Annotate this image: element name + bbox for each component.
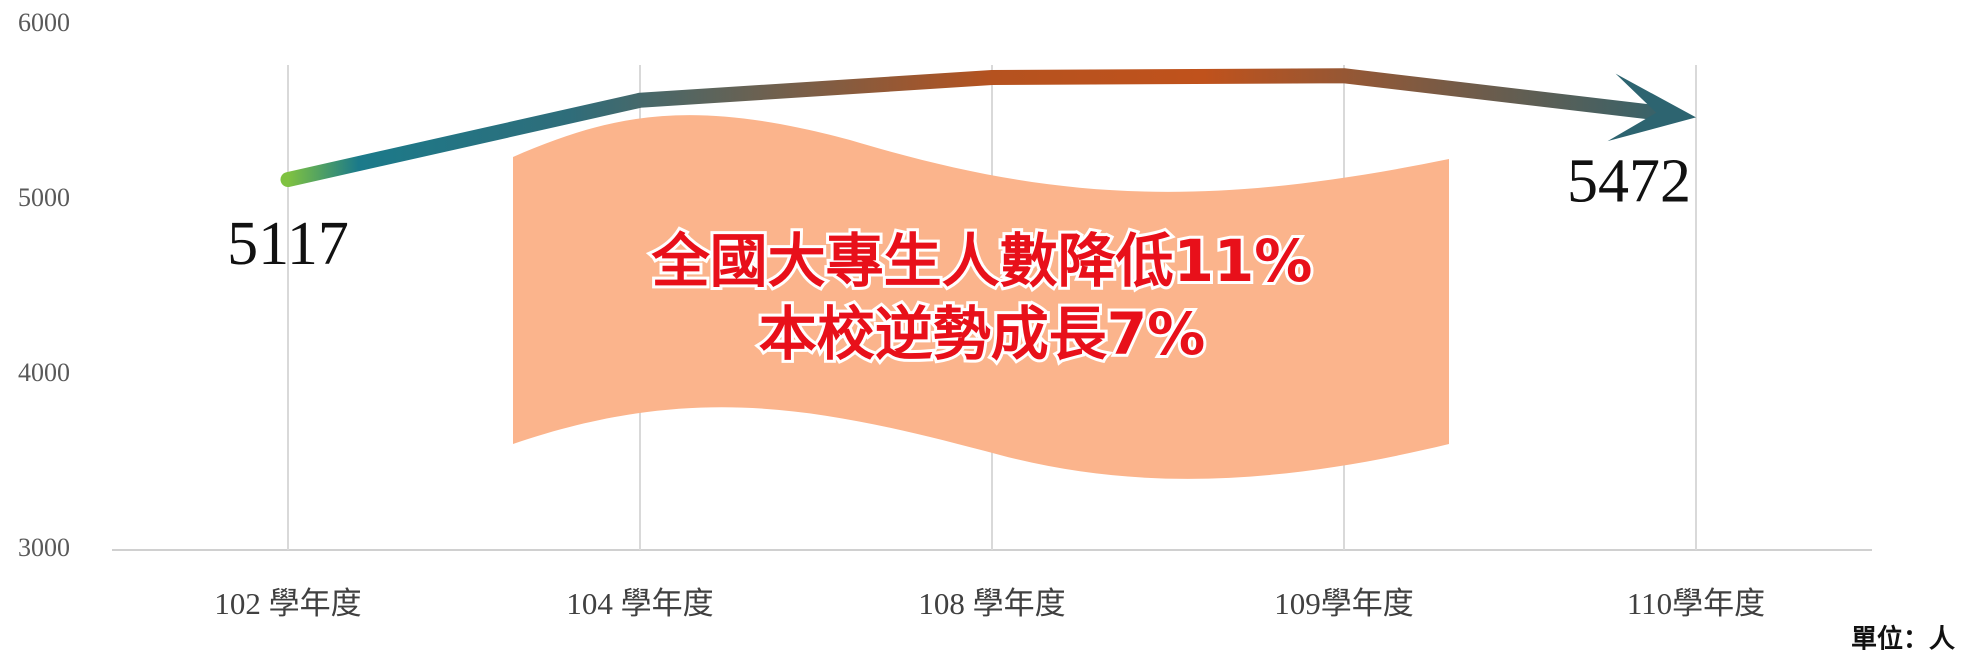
annotation: 本校逆勢成長7% xyxy=(759,300,1205,368)
y-tick-label: 4000 xyxy=(18,358,70,387)
line xyxy=(280,68,1664,188)
x-tick-label: 104 學年度 xyxy=(566,586,713,621)
y-tick-label: 5000 xyxy=(18,183,70,212)
data-label: 5472 xyxy=(1567,148,1691,216)
banner xyxy=(513,115,1449,479)
x-tick-label: 109學年度 xyxy=(1274,586,1414,621)
x-tick-label: 102 學年度 xyxy=(214,586,361,621)
x-tick-label: 110學年度 xyxy=(1627,586,1765,621)
y-tick-label: 6000 xyxy=(18,8,70,37)
x-tick-label: 108 學年度 xyxy=(918,586,1065,621)
arrowhead xyxy=(1607,73,1696,142)
data-label: 5117 xyxy=(227,210,349,278)
annotation: 全國大專生人數降低11% xyxy=(651,227,1313,295)
y-tick-label: 3000 xyxy=(18,533,70,562)
unit-label: 單位：人 xyxy=(1851,624,1955,655)
